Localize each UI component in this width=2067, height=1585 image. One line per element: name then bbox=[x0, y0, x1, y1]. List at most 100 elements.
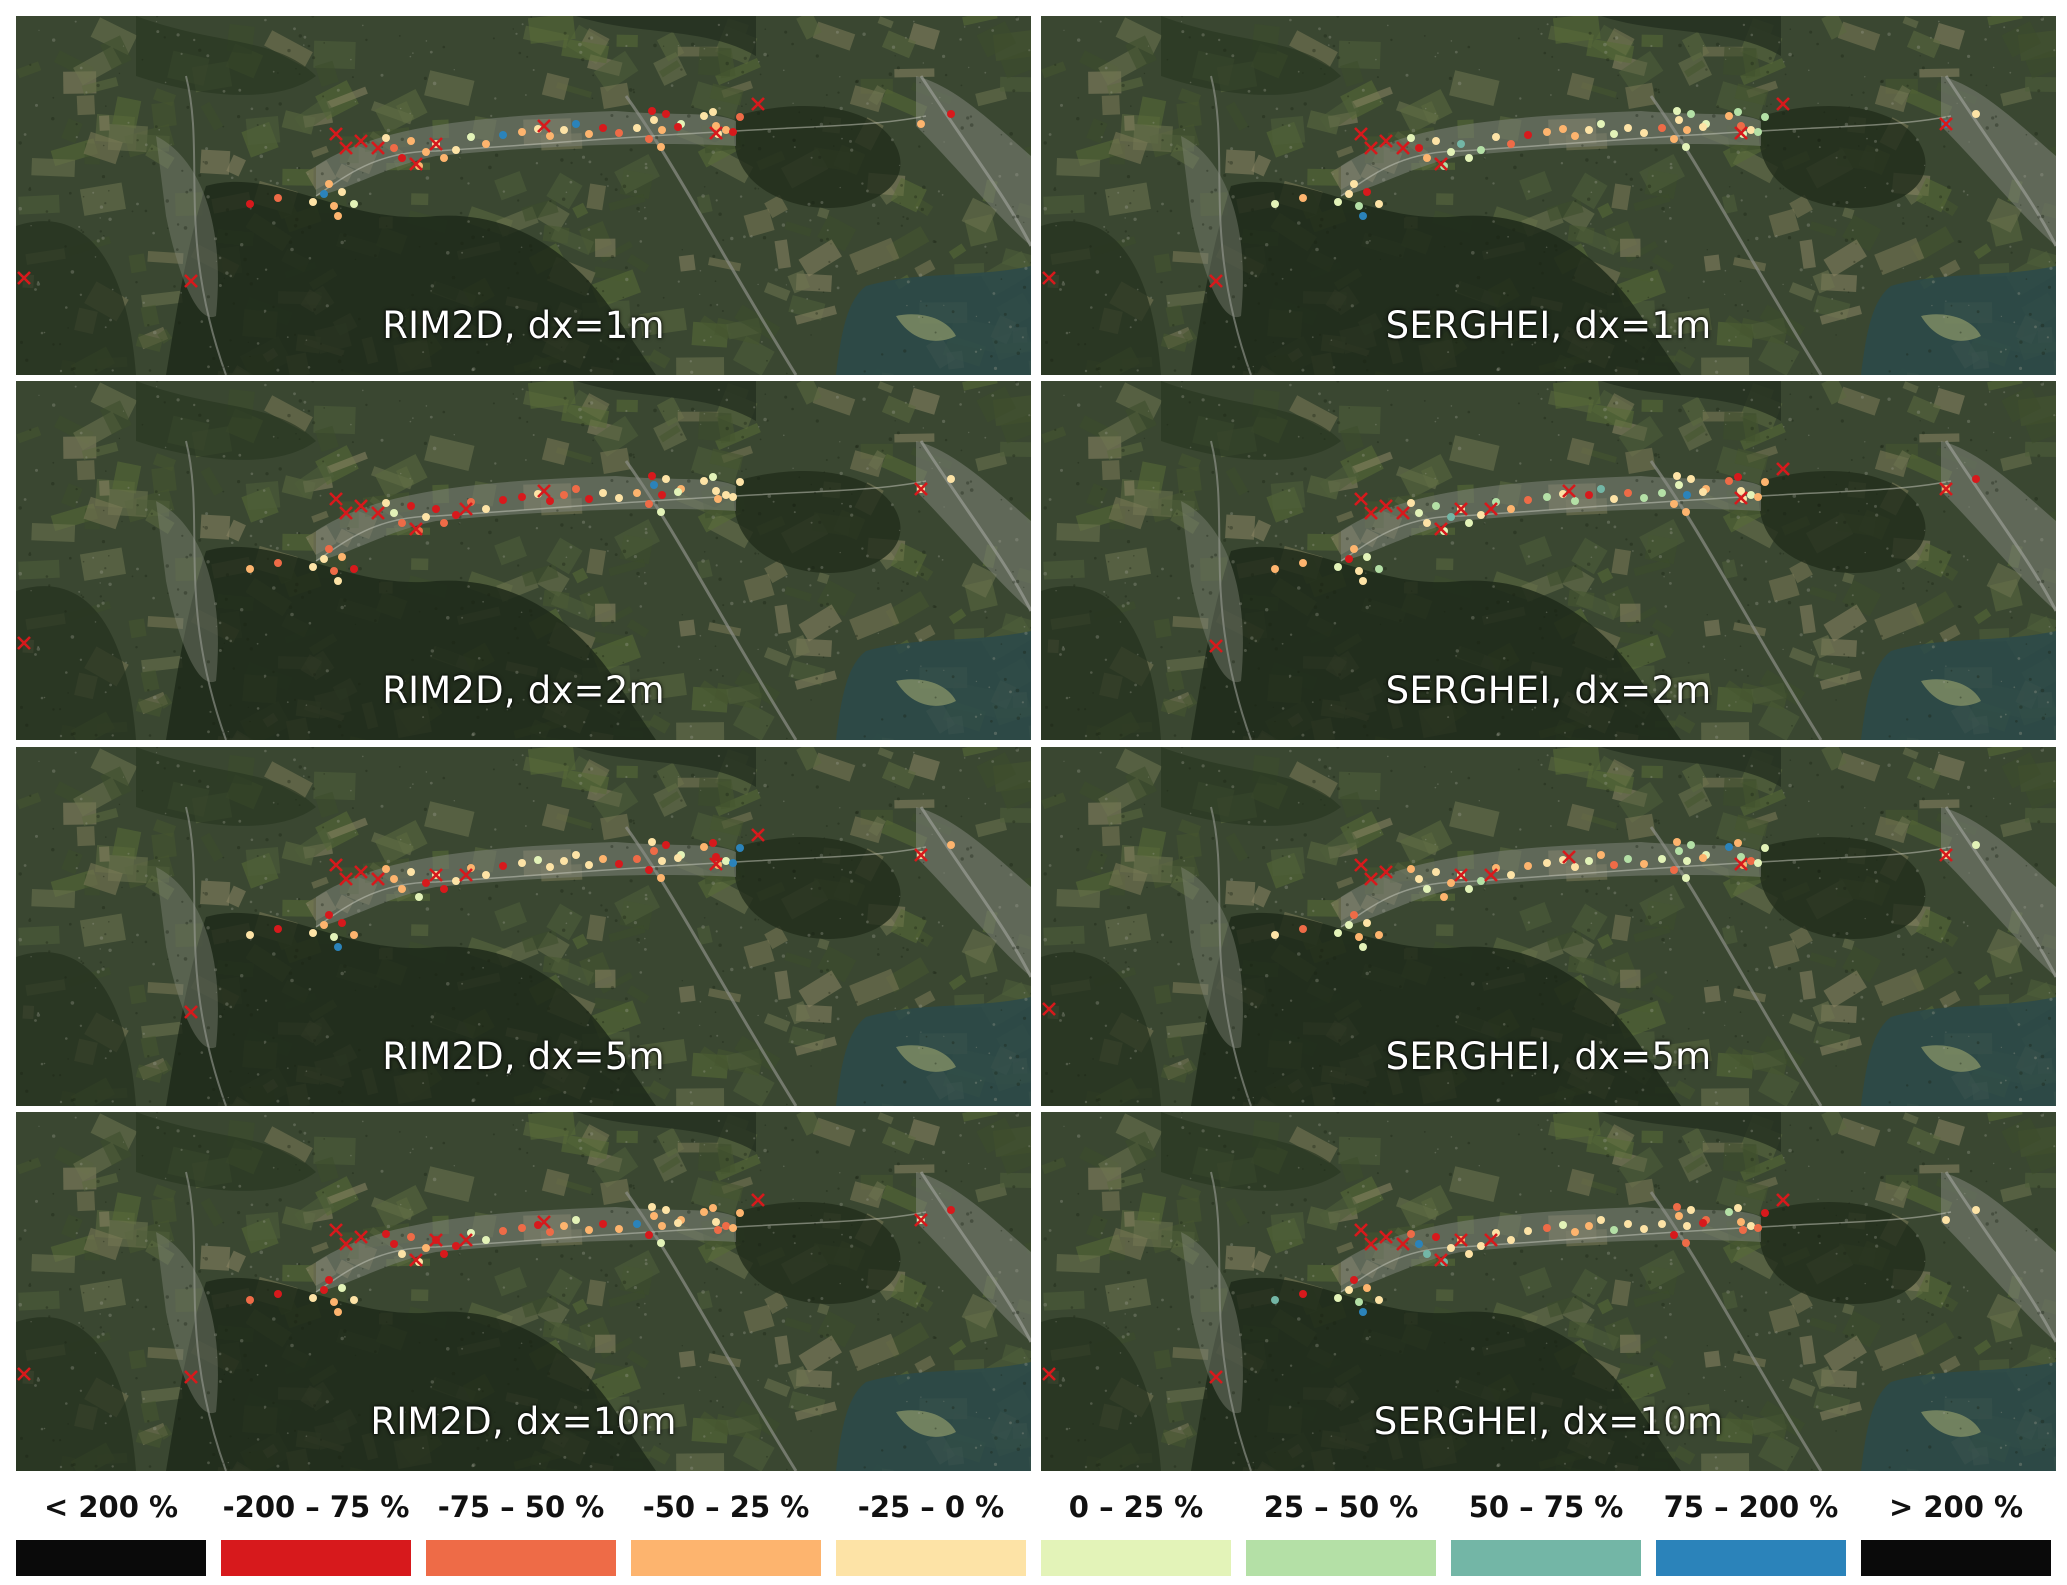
gauge-marker bbox=[382, 499, 390, 507]
gauge-marker bbox=[1299, 194, 1307, 202]
gauge-marker bbox=[534, 856, 542, 864]
gauge-marker bbox=[452, 146, 460, 154]
gauge-marker bbox=[274, 925, 282, 933]
gauge-marker bbox=[633, 124, 641, 132]
gauge-marker bbox=[1375, 931, 1383, 939]
gauge-marker bbox=[722, 126, 730, 134]
gauge-marker bbox=[1415, 1240, 1423, 1248]
gauge-marker bbox=[1673, 107, 1681, 115]
gauge-marker bbox=[422, 513, 430, 521]
gauge-marker bbox=[650, 116, 658, 124]
dry-gauge-cross-marker bbox=[354, 134, 368, 148]
gauge-marker bbox=[633, 489, 641, 497]
gauge-marker bbox=[1492, 1229, 1500, 1237]
gauge-marker bbox=[546, 863, 554, 871]
gauge-marker bbox=[350, 200, 358, 208]
panel-label: RIM2D, dx=2m bbox=[382, 669, 665, 712]
gauge-marker bbox=[467, 498, 475, 506]
satellite-basemap bbox=[1041, 381, 2056, 740]
gauge-marker bbox=[712, 1218, 720, 1226]
panel-label: RIM2D, dx=10m bbox=[370, 1400, 677, 1443]
gauge-marker bbox=[599, 489, 607, 497]
legend-label: 75 – 200 % bbox=[1663, 1490, 1839, 1524]
gauge-marker bbox=[350, 1296, 358, 1304]
gauge-marker bbox=[1737, 122, 1745, 130]
dry-gauge-cross-marker bbox=[429, 1233, 443, 1247]
dry-gauge-cross-marker bbox=[1454, 868, 1468, 882]
gauge-marker bbox=[1624, 489, 1632, 497]
gauge-marker bbox=[274, 194, 282, 202]
dry-gauge-cross-marker bbox=[914, 1213, 928, 1227]
map-panel: RIM2D, dx=5m bbox=[16, 747, 1031, 1106]
gauge-marker bbox=[1737, 487, 1745, 495]
gauge-marker bbox=[645, 135, 653, 143]
gauge-marker bbox=[1747, 126, 1755, 134]
gauge-marker bbox=[482, 140, 490, 148]
gauge-marker bbox=[1734, 1204, 1742, 1212]
gauge-marker bbox=[709, 839, 717, 847]
gauge-marker bbox=[415, 893, 423, 901]
legend-item: -75 – 50 % bbox=[426, 1488, 616, 1578]
gauge-marker bbox=[1363, 188, 1371, 196]
dry-gauge-cross-marker bbox=[537, 1215, 551, 1229]
gauge-marker bbox=[334, 577, 342, 585]
gauge-marker bbox=[712, 487, 720, 495]
gauge-marker bbox=[1559, 1221, 1567, 1229]
gauge-marker bbox=[658, 126, 666, 134]
dry-gauge-cross-marker bbox=[184, 1370, 198, 1384]
gauge-marker bbox=[1507, 871, 1515, 879]
satellite-basemap bbox=[1041, 747, 2056, 1106]
gauge-marker bbox=[334, 212, 342, 220]
gauge-marker bbox=[1737, 1218, 1745, 1226]
gauge-marker bbox=[700, 843, 708, 851]
gauge-marker bbox=[1754, 493, 1762, 501]
gauge-marker bbox=[1492, 498, 1500, 506]
gauge-marker bbox=[452, 1242, 460, 1250]
gauge-marker bbox=[585, 861, 593, 869]
panel-label: SERGHEI, dx=2m bbox=[1385, 669, 1712, 712]
gauge-marker bbox=[274, 559, 282, 567]
gauge-marker bbox=[1334, 563, 1342, 571]
panel-label: SERGHEI, dx=1m bbox=[1385, 304, 1712, 347]
gauge-marker bbox=[1524, 131, 1532, 139]
gauge-marker bbox=[657, 874, 665, 882]
gauge-marker bbox=[1440, 893, 1448, 901]
gauge-marker bbox=[709, 108, 717, 116]
satellite-basemap bbox=[16, 1112, 1031, 1471]
gauge-marker bbox=[1359, 1308, 1367, 1316]
dry-gauge-cross-marker bbox=[1434, 157, 1448, 171]
gauge-marker bbox=[572, 1216, 580, 1224]
gauge-marker bbox=[1507, 1236, 1515, 1244]
gauge-marker bbox=[1299, 559, 1307, 567]
gauge-marker bbox=[1670, 135, 1678, 143]
dry-gauge-cross-marker bbox=[1776, 1193, 1790, 1207]
gauge-marker bbox=[325, 911, 333, 919]
gauge-marker bbox=[1432, 137, 1440, 145]
gauge-marker bbox=[1699, 1219, 1707, 1227]
dry-gauge-cross-marker bbox=[1042, 1002, 1056, 1016]
gauge-marker bbox=[1972, 110, 1980, 118]
dry-gauge-cross-marker bbox=[1209, 274, 1223, 288]
dry-gauge-cross-marker bbox=[409, 157, 423, 171]
dry-gauge-cross-marker bbox=[1042, 271, 1056, 285]
gauge-marker bbox=[1407, 134, 1415, 142]
gauge-marker bbox=[709, 473, 717, 481]
gauge-marker bbox=[1683, 1222, 1691, 1230]
gauge-marker bbox=[1972, 1206, 1980, 1214]
dry-gauge-cross-marker bbox=[1396, 141, 1410, 155]
gauge-marker bbox=[674, 854, 682, 862]
dry-gauge-cross-marker bbox=[1484, 868, 1498, 882]
dry-gauge-cross-marker bbox=[1776, 97, 1790, 111]
gauge-marker bbox=[1477, 511, 1485, 519]
gauge-marker bbox=[320, 921, 328, 929]
gauge-marker bbox=[1624, 1220, 1632, 1228]
gauge-marker bbox=[1699, 488, 1707, 496]
gauge-marker bbox=[1761, 113, 1769, 121]
gauge-marker bbox=[650, 481, 658, 489]
gauge-marker bbox=[1597, 485, 1605, 493]
gauge-marker bbox=[657, 143, 665, 151]
gauge-marker bbox=[1559, 125, 1567, 133]
dry-gauge-cross-marker bbox=[1562, 484, 1576, 498]
dry-gauge-cross-marker bbox=[339, 141, 353, 155]
legend-swatch bbox=[221, 1540, 411, 1576]
